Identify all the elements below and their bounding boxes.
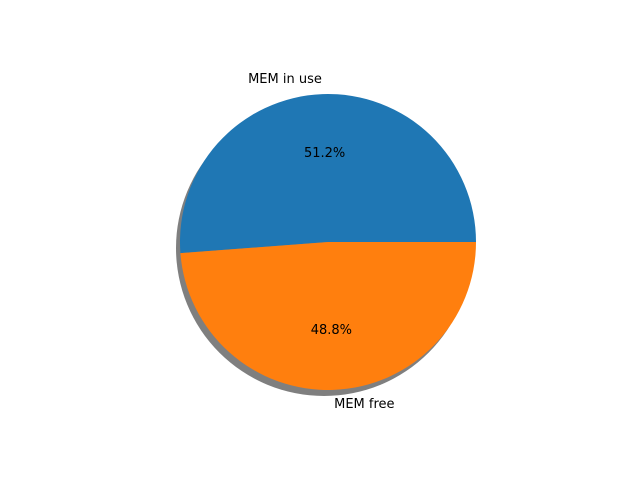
pie-label-layer: MEM in use 51.2% MEM free 48.8%	[248, 72, 394, 412]
pie-slice-percent-label: 51.2%	[304, 146, 345, 161]
pie-slice-mem-in-use	[180, 94, 476, 254]
pie-slice-label: MEM in use	[248, 72, 322, 87]
pie-slice-layer	[180, 94, 477, 391]
pie-slice-percent-label: 48.8%	[311, 323, 352, 338]
pie-slice-label: MEM free	[334, 397, 394, 412]
pie-slice-mem-free	[180, 242, 477, 391]
